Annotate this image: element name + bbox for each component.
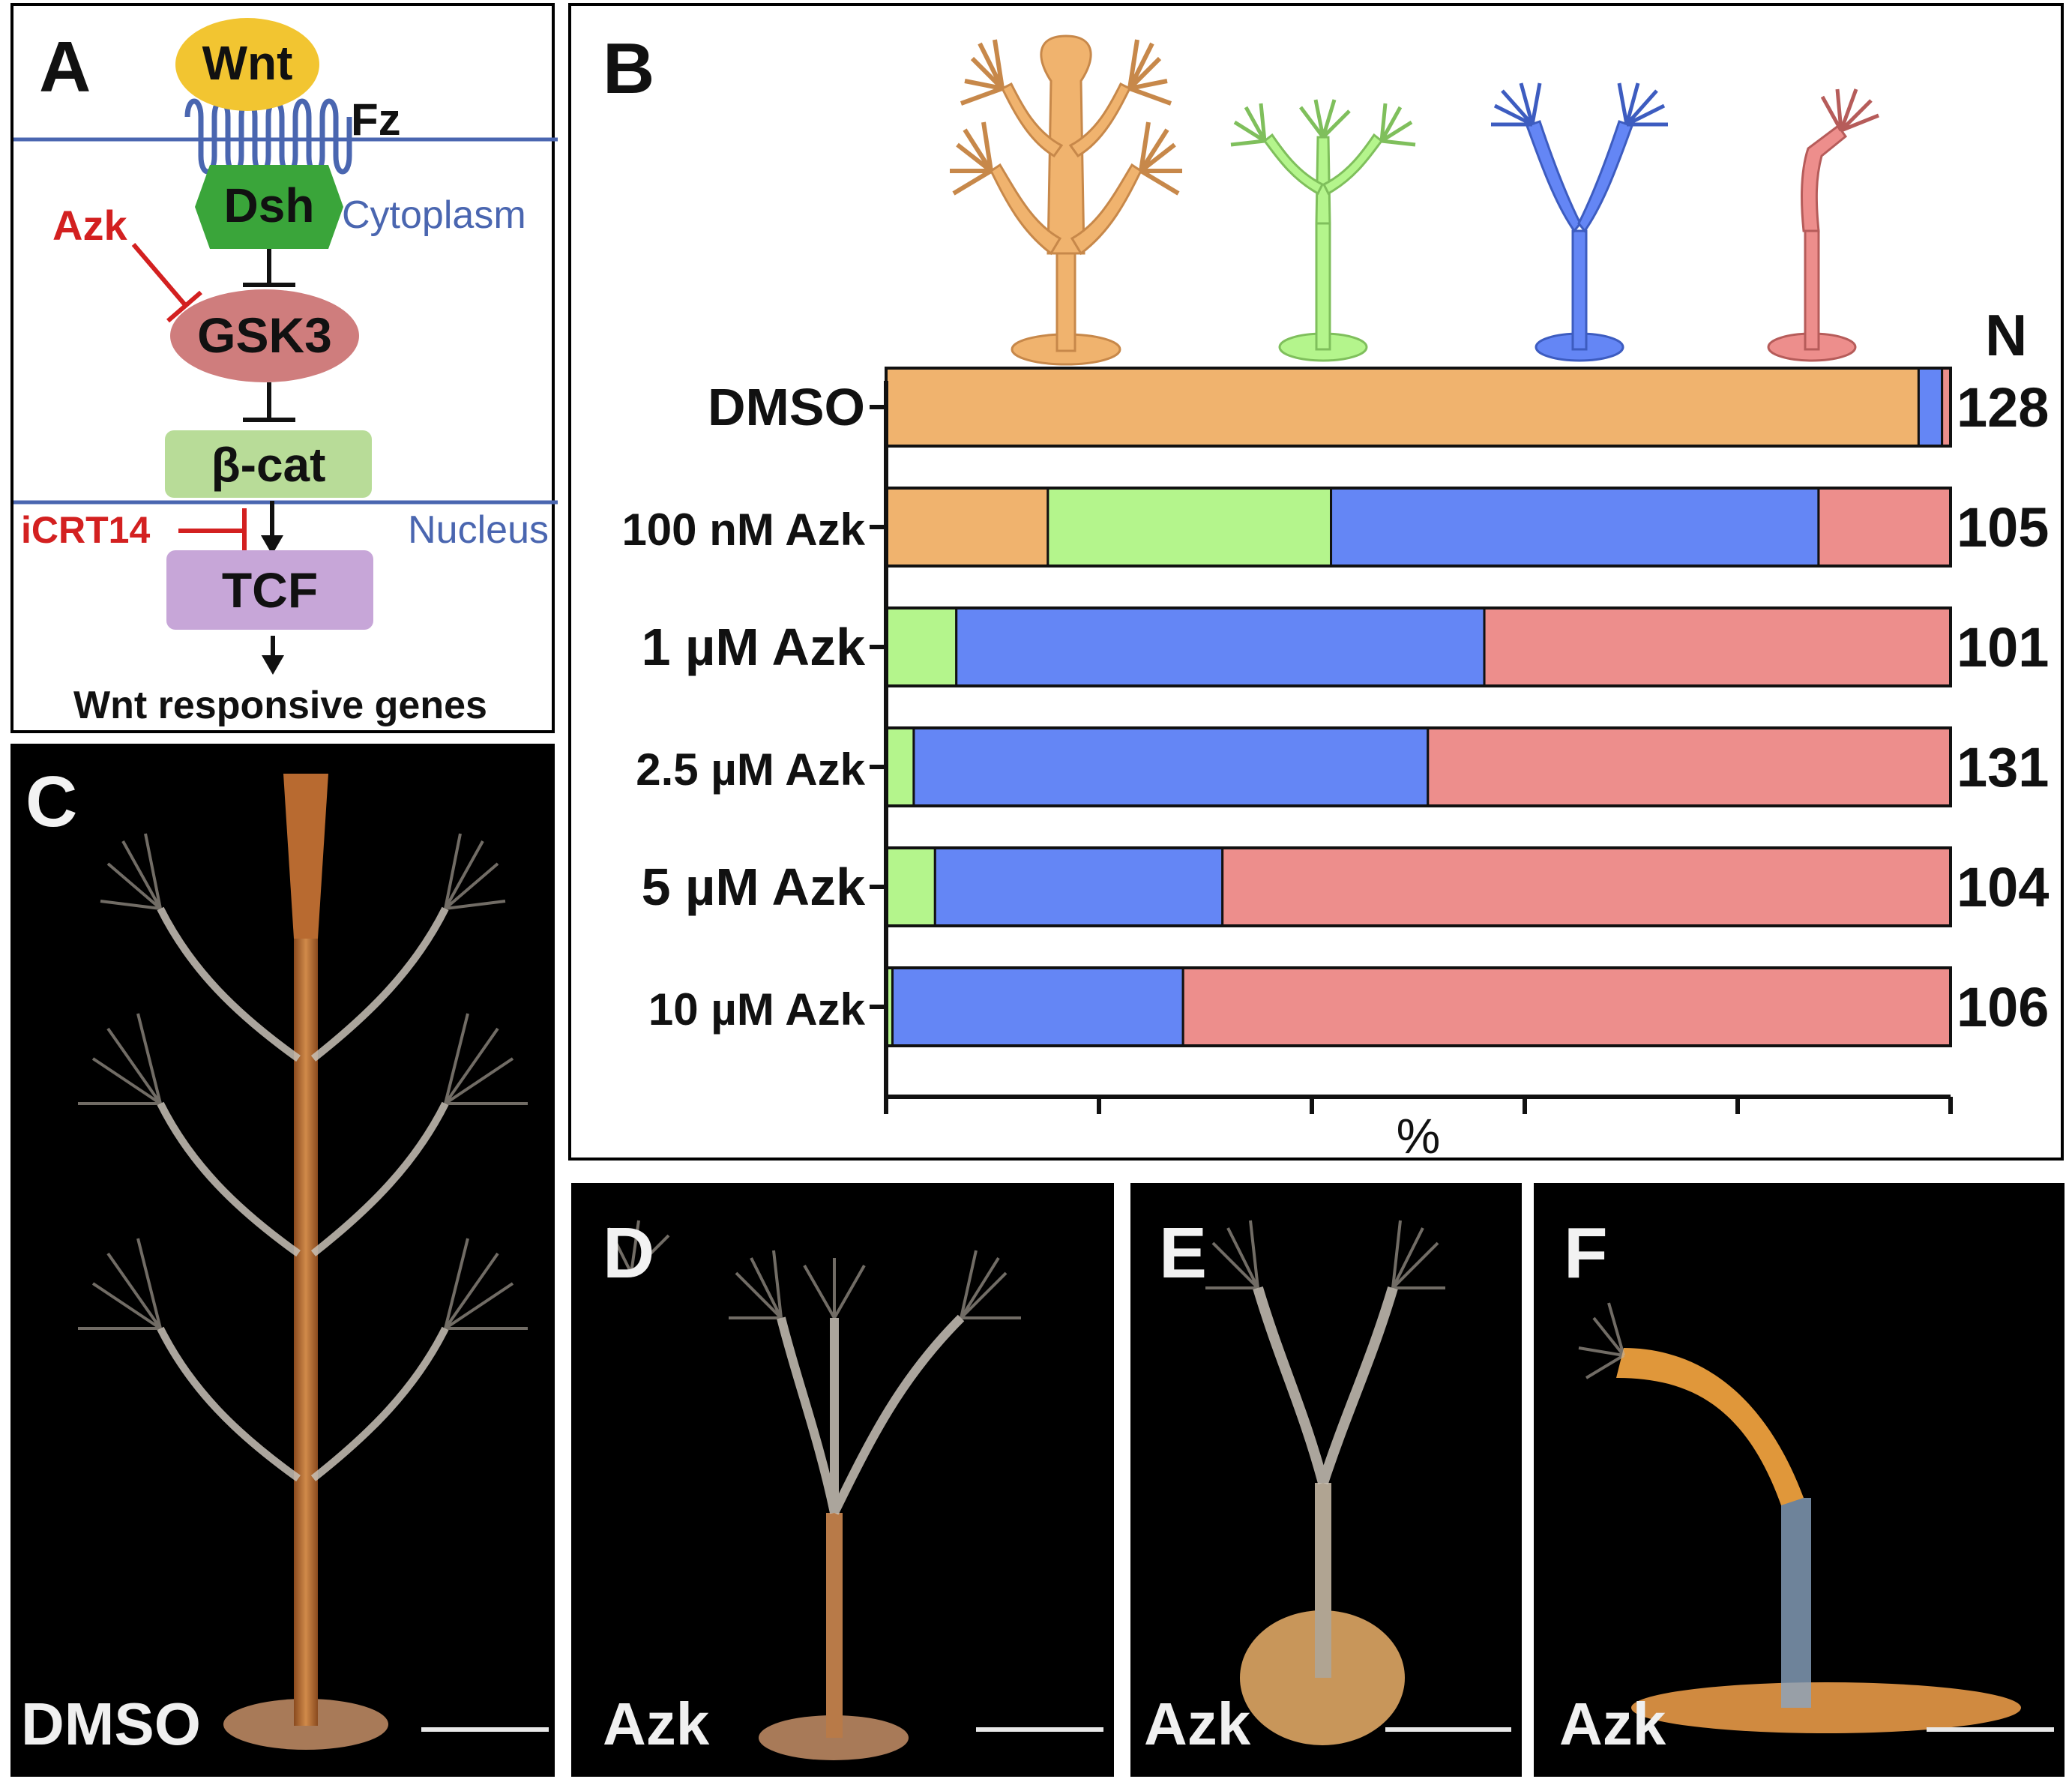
bar-segment xyxy=(885,846,936,927)
panel-d-condition: Azk xyxy=(603,1691,710,1757)
panel-d-photo: D Azk xyxy=(571,1183,1114,1777)
dsh-label: Dsh xyxy=(224,178,315,232)
bar-segment xyxy=(933,846,1224,927)
frizzled-receptor-icon xyxy=(184,98,352,175)
category-label: 1 µM Azk xyxy=(642,618,865,676)
dsh-node xyxy=(195,165,343,249)
dmso-colony-image xyxy=(78,774,528,1750)
bar-segment xyxy=(885,367,1920,448)
panel-d-scale-bar xyxy=(976,1727,1103,1732)
stacked-bar-chart: DMSO 128 100 nM Azk 105 1 µM Azk 101 2.5 µM Az… xyxy=(621,367,2049,1164)
bar-segment xyxy=(1427,726,1952,807)
n-value-label: 104 xyxy=(1957,856,2049,918)
bcat-node xyxy=(165,430,372,498)
nucleus-label: Nucleus xyxy=(408,508,549,552)
bcat-tcf-arrowhead xyxy=(261,535,283,555)
panel-b-label: B xyxy=(603,28,655,109)
polyp-legend xyxy=(950,34,1879,366)
panel-f-condition: Azk xyxy=(1559,1691,1666,1757)
bar-segment xyxy=(891,966,1184,1047)
bar-row: 10 µM Azk 106 xyxy=(648,966,2049,1047)
panel-f-scale-bar xyxy=(1927,1727,2054,1732)
bar-segment xyxy=(885,606,958,687)
cytoplasm-label: Cytoplasm xyxy=(342,193,526,237)
bar-segment xyxy=(1817,487,1952,568)
panel-c-label: C xyxy=(25,762,78,842)
panel-c-condition: DMSO xyxy=(21,1691,201,1757)
panel-a-label: A xyxy=(39,27,91,107)
tcf-genes-arrowhead xyxy=(262,655,284,675)
n-value-label: 106 xyxy=(1957,976,2049,1038)
azk-two-branch-image xyxy=(607,1220,1021,1760)
panel-c-scale-bar xyxy=(421,1727,549,1732)
wnt-pathway-diagram: Wnt Fz Dsh Cytoplasm Azk GSK3 β-cat iCRT… xyxy=(13,18,558,727)
panel-d-label: D xyxy=(603,1213,655,1293)
legend-reduced-branching-icon xyxy=(1230,99,1416,362)
azk-inhibit-line xyxy=(131,243,188,307)
panel-f-photo: F Azk xyxy=(1534,1183,2065,1777)
panel-b: B xyxy=(568,3,2064,1164)
bar-segment xyxy=(955,606,1486,687)
bar-segment xyxy=(1483,606,1952,687)
bar-segment xyxy=(1221,846,1952,927)
tcf-label: TCF xyxy=(222,562,318,618)
category-label: 100 nM Azk xyxy=(621,505,865,555)
category-label: 10 µM Azk xyxy=(648,984,866,1035)
bar-segment xyxy=(1917,367,1944,448)
panel-c-photo: C DMSO xyxy=(10,744,555,1777)
bar-segment xyxy=(885,726,915,807)
x-axis-label: % xyxy=(1397,1108,1441,1164)
legend-normal-colony-icon xyxy=(950,34,1182,366)
category-label: 5 µM Azk xyxy=(642,858,865,916)
azk-label: Azk xyxy=(52,202,127,249)
legend-two-polyp-icon xyxy=(1491,82,1668,362)
category-label: 2.5 µM Azk xyxy=(636,744,865,795)
legend-single-polyp-icon xyxy=(1767,88,1879,362)
gsk3-node xyxy=(170,289,359,382)
bcat-label: β-cat xyxy=(211,438,326,492)
bar-row: 100 nM Azk 105 xyxy=(621,487,2049,568)
bar-segment xyxy=(912,726,1430,807)
bar-segment xyxy=(885,487,1049,568)
panel-e-condition: Azk xyxy=(1144,1691,1251,1757)
panel-e-photo: E Azk xyxy=(1130,1183,1522,1777)
bar-row: DMSO 128 xyxy=(708,367,2049,448)
panel-f-label: F xyxy=(1564,1213,1608,1293)
bar-segment xyxy=(1330,487,1820,568)
output-label: Wnt responsive genes xyxy=(73,684,487,727)
panel-a: Wnt Fz Dsh Cytoplasm Azk GSK3 β-cat iCRT… xyxy=(10,3,558,733)
panel-e-label: E xyxy=(1159,1213,1208,1293)
bar-segment xyxy=(1046,487,1333,568)
n-value-label: 101 xyxy=(1957,616,2049,678)
icrt14-label: iCRT14 xyxy=(21,509,150,551)
azk-single-polyp-image xyxy=(1578,1302,2021,1733)
category-label: DMSO xyxy=(708,378,865,436)
bar-row: 2.5 µM Azk 131 xyxy=(636,726,2049,807)
tcf-node xyxy=(166,550,373,630)
fz-label: Fz xyxy=(351,94,401,145)
wnt-node xyxy=(175,18,319,111)
wnt-label: Wnt xyxy=(202,36,293,90)
n-value-label: 105 xyxy=(1957,496,2049,559)
azk-reduced-image xyxy=(1205,1220,1445,1745)
panel-e-scale-bar xyxy=(1385,1727,1511,1732)
bar-row: 1 µM Azk 101 xyxy=(642,606,2049,687)
n-header: N xyxy=(1985,302,2028,368)
n-value-label: 131 xyxy=(1957,736,2049,798)
bar-row: 5 µM Azk 104 xyxy=(642,846,2049,927)
azk-inhibit-bar xyxy=(166,290,202,323)
bar-segment xyxy=(1181,966,1952,1047)
n-value-label: 128 xyxy=(1957,376,2049,439)
gsk3-label: GSK3 xyxy=(197,307,332,363)
